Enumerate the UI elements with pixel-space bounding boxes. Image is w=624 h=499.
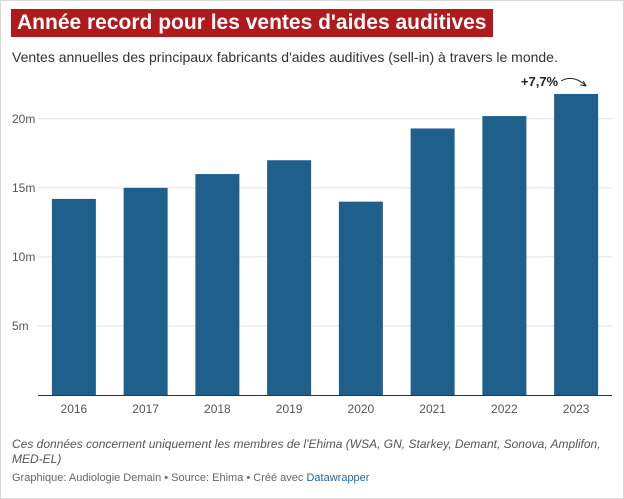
y-tick-label: 15m [12,181,35,195]
chart-subtitle: Ventes annuelles des principaux fabrican… [12,49,558,65]
x-tick-label: 2021 [419,402,446,416]
chart-note: Ces données concernent uniquement les me… [12,437,601,466]
footer-credits: Graphique: Audiologie Demain • Source: E… [12,472,307,484]
x-tick-label: 2018 [204,402,231,416]
bar-2019 [267,160,312,395]
x-tick-label: 2017 [132,402,159,416]
chart-footer: Graphique: Audiologie Demain • Source: E… [12,472,369,484]
bar-2020 [338,201,383,395]
bar-2018 [195,174,240,395]
x-tick-label: 2022 [491,402,518,416]
x-tick-label: 2019 [276,402,303,416]
bar-chart: 5m 10m 15m 20m 2016 2017 2018 2019 2020 2021 2022 2… [12,74,612,416]
bar-2021 [410,128,455,395]
x-tick-label: 2020 [348,402,375,416]
bar-2017 [123,187,168,395]
bar-2023 [554,93,599,395]
bar-2022 [482,116,527,396]
annotation-arrowhead [580,80,587,87]
y-tick-label: 5m [12,319,29,333]
growth-annotation: +7,7% [521,74,559,89]
annotation-arrow-line [560,77,587,87]
y-tick-label: 20m [12,112,35,126]
chart-title: Année record pour les ventes d'aides aud… [11,9,493,37]
bar-2016 [51,198,96,395]
x-tick-label: 2023 [563,402,590,416]
x-tick-label: 2016 [61,402,88,416]
y-tick-label: 10m [12,250,35,264]
datawrapper-link[interactable]: Datawrapper [306,472,370,484]
